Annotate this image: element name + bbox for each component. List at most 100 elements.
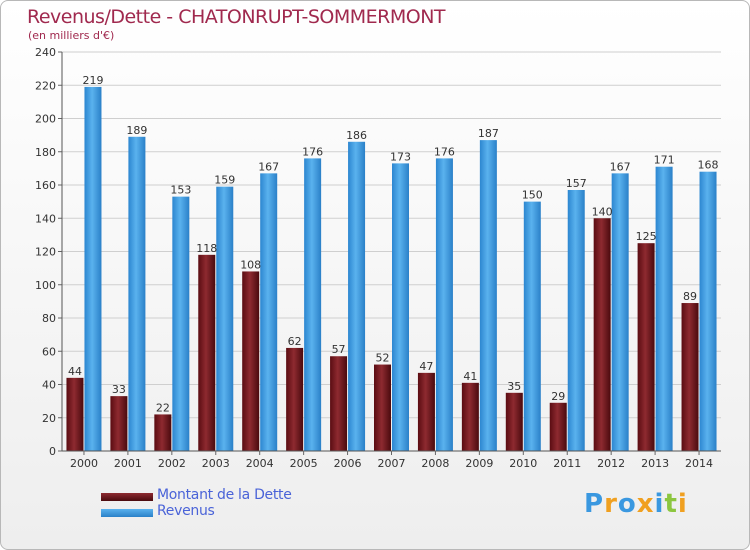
- data-label-debt: 118: [196, 242, 217, 255]
- y-tick-label: 60: [42, 345, 56, 358]
- x-tick-label: 2003: [202, 457, 230, 470]
- y-tick-label: 160: [35, 179, 56, 192]
- logo-letter: i: [677, 489, 688, 519]
- data-label-revenue: 167: [258, 160, 279, 173]
- data-label-debt: 125: [636, 230, 657, 243]
- bar-revenue: [348, 141, 366, 451]
- bar-debt: [110, 396, 128, 451]
- y-tick-label: 220: [35, 79, 56, 92]
- logo-letter: o: [617, 489, 637, 519]
- bar-debt: [549, 402, 567, 451]
- bar-revenue: [435, 158, 453, 451]
- legend-label-debt: Montant de la Dette: [157, 487, 292, 503]
- y-tick-label: 20: [42, 412, 56, 425]
- data-label-debt: 29: [551, 390, 565, 403]
- axis-layer: 0 20 40 60 80 100 120 140 160 180 200 220 240 2000 200…: [35, 46, 721, 470]
- data-label-revenue: 167: [610, 160, 631, 173]
- x-tick-label: 2005: [290, 457, 318, 470]
- x-tick-label: 2002: [158, 457, 186, 470]
- data-label-debt: 89: [683, 290, 697, 303]
- data-label-revenue: 157: [566, 177, 587, 190]
- x-tick-label: 2009: [465, 457, 493, 470]
- data-label-revenue: 176: [434, 145, 455, 158]
- bar-revenue: [699, 171, 717, 451]
- bar-revenue: [84, 86, 102, 451]
- bar-revenue: [392, 163, 409, 451]
- data-label-debt: 33: [112, 383, 126, 396]
- bar-debt: [417, 372, 435, 451]
- bar-debt: [374, 364, 391, 451]
- bar-revenue: [611, 173, 629, 452]
- x-tick-label: 2007: [378, 457, 406, 470]
- bar-debt: [461, 382, 479, 451]
- data-label-debt: 35: [507, 380, 521, 393]
- bars-layer: [66, 86, 717, 452]
- bar-debt: [681, 303, 699, 451]
- bar-debt: [637, 243, 655, 451]
- y-tick-label: 240: [35, 46, 56, 59]
- bar-revenue: [172, 196, 190, 451]
- bar-debt: [505, 392, 523, 451]
- data-label-revenue: 168: [698, 159, 719, 172]
- data-label-revenue: 173: [390, 150, 411, 163]
- y-tick-label: 120: [35, 246, 56, 259]
- logo-letter: r: [604, 489, 618, 519]
- data-label-debt: 57: [332, 343, 346, 356]
- bar-debt: [593, 218, 611, 451]
- x-tick-label: 2008: [421, 457, 449, 470]
- y-tick-label: 40: [42, 379, 56, 392]
- logo-letter: i: [654, 489, 665, 519]
- y-tick-label: 180: [35, 146, 56, 159]
- x-tick-label: 2013: [641, 457, 669, 470]
- x-tick-label: 2014: [685, 457, 713, 470]
- bar-debt: [154, 414, 172, 451]
- y-tick-label: 80: [42, 312, 56, 325]
- bar-revenue: [567, 189, 585, 452]
- bar-revenue: [128, 136, 146, 451]
- x-tick-label: 2001: [114, 457, 142, 470]
- data-label-revenue: 187: [478, 127, 499, 140]
- proxiti-logo: Proxiti: [584, 489, 688, 519]
- data-label-revenue: 153: [170, 184, 191, 197]
- bar-debt: [286, 347, 304, 451]
- logo-letter: P: [584, 489, 605, 519]
- labels-layer: 44 219 33 189 22 153 118 159 108 167 62 176 57 186 52 1…: [68, 74, 719, 415]
- data-label-revenue: 159: [214, 174, 235, 187]
- legend-label-revenue: Revenus: [157, 503, 215, 519]
- logo-letter: t: [664, 489, 678, 519]
- bar-revenue: [655, 166, 673, 451]
- legend-swatch-revenue: [101, 509, 153, 517]
- data-label-debt: 22: [156, 401, 170, 414]
- data-label-revenue: 219: [82, 74, 103, 87]
- data-label-revenue: 150: [522, 189, 543, 202]
- data-label-revenue: 171: [654, 154, 675, 167]
- bar-debt: [66, 377, 84, 451]
- grid-layer: [62, 51, 721, 452]
- data-label-debt: 62: [288, 335, 302, 348]
- bar-revenue: [304, 158, 322, 451]
- y-tick-label: 100: [35, 279, 56, 292]
- x-tick-label: 2010: [509, 457, 537, 470]
- x-tick-label: 2000: [70, 457, 98, 470]
- y-tick-label: 200: [35, 113, 56, 126]
- bar-chart: 44 219 33 189 22 153 118 159 108 167 62 176 57 186 52 1…: [35, 46, 721, 470]
- chart-title: Revenus/Dette - CHATONRUPT-SOMMERMONT: [27, 6, 446, 28]
- bar-revenue: [260, 173, 278, 452]
- y-tick-label: 0: [49, 445, 56, 458]
- bar-debt: [330, 356, 348, 451]
- logo-letter: x: [636, 489, 655, 519]
- y-tick-label: 140: [35, 212, 56, 225]
- data-label-revenue: 186: [346, 129, 367, 142]
- data-label-debt: 41: [463, 370, 477, 383]
- x-tick-label: 2012: [597, 457, 625, 470]
- data-label-debt: 140: [592, 205, 613, 218]
- chart-subtitle: (en milliers d'€): [28, 29, 115, 42]
- x-tick-label: 2004: [246, 457, 274, 470]
- data-label-revenue: 176: [302, 145, 323, 158]
- bar-debt: [198, 254, 216, 451]
- bar-debt: [242, 271, 260, 451]
- data-label-debt: 44: [68, 365, 82, 378]
- data-label-debt: 52: [376, 352, 390, 365]
- data-label-debt: 108: [240, 258, 261, 271]
